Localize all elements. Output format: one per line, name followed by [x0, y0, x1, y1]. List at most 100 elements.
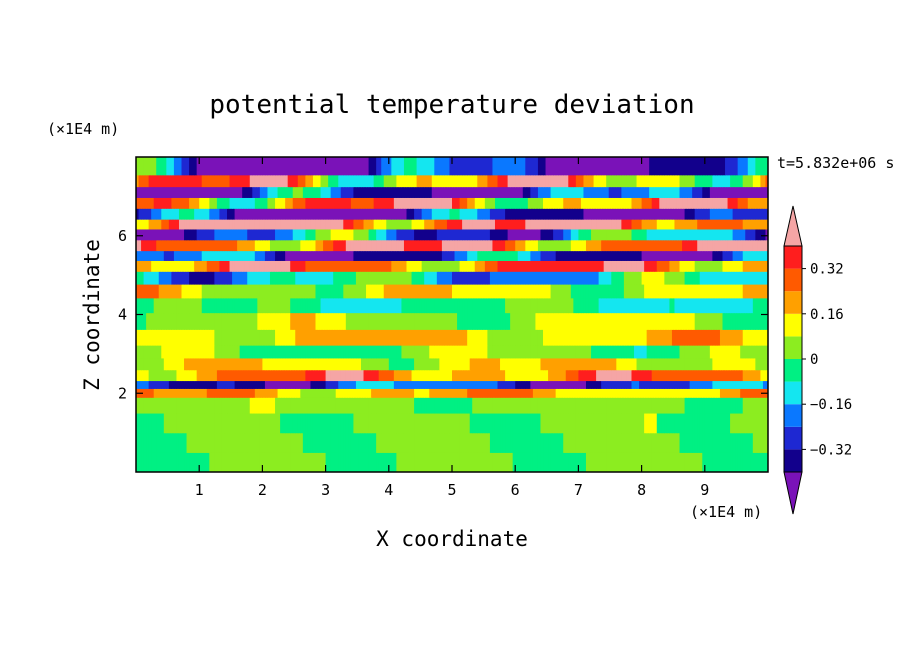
contour-cell: [176, 432, 180, 453]
contour-cell: [196, 412, 200, 434]
contour-cell: [436, 250, 440, 261]
contour-cell: [383, 397, 387, 414]
contour-cell: [358, 388, 362, 398]
contour-cell: [457, 452, 461, 472]
contour-cell: [323, 345, 327, 359]
contour-cell: [623, 271, 628, 285]
contour-cell: [424, 357, 428, 371]
contour-cell: [585, 250, 590, 261]
contour-cell: [434, 380, 438, 389]
contour-cell: [353, 260, 357, 272]
contour-cell: [532, 345, 537, 359]
contour-cell: [606, 239, 610, 252]
contour-cell: [239, 329, 243, 346]
contour-cell: [214, 219, 218, 230]
contour-cell: [598, 297, 602, 314]
contour-cell: [527, 219, 531, 230]
contour-cell: [621, 345, 625, 359]
contour-cell: [563, 432, 567, 453]
contour-cell: [141, 369, 145, 382]
contour-cell: [232, 329, 236, 346]
contour-cell: [674, 388, 678, 398]
contour-cell: [588, 345, 592, 359]
contour-cell: [449, 260, 453, 272]
contour-cell: [259, 329, 263, 346]
contour-cell: [505, 329, 509, 346]
contour-cell: [487, 297, 491, 314]
contour-cell: [522, 250, 526, 261]
contour-cell: [186, 329, 190, 346]
contour-cell: [765, 297, 768, 314]
contour-cell: [704, 432, 708, 453]
contour-cell: [462, 228, 466, 241]
contour-cell: [565, 369, 569, 382]
contour-cell: [578, 228, 582, 241]
contour-cell: [249, 312, 253, 330]
contour-cell: [525, 260, 529, 272]
contour-cell: [295, 271, 299, 285]
contour-cell: [639, 452, 643, 472]
contour-cell: [537, 228, 542, 241]
contour-cell: [305, 283, 309, 299]
contour-cell: [467, 312, 471, 330]
contour-cell: [355, 397, 360, 414]
contour-cell: [209, 297, 213, 314]
contour-cell: [335, 357, 339, 371]
contour-cell: [138, 357, 142, 371]
contour-cell: [300, 329, 304, 346]
contour-cell: [520, 432, 524, 453]
contour-cell: [553, 357, 557, 371]
contour-cell: [747, 312, 751, 330]
contour-cell: [517, 271, 521, 285]
contour-cell: [464, 388, 468, 398]
contour-cell: [345, 250, 349, 261]
contour-cell: [694, 297, 698, 314]
contour-cell: [325, 369, 329, 382]
contour-cell: [608, 219, 612, 230]
contour-cell: [694, 397, 698, 414]
contour-cell: [315, 260, 319, 272]
contour-cell: [752, 345, 756, 359]
contour-cell: [287, 397, 291, 414]
contour-cell: [709, 219, 713, 230]
contour-cell: [553, 250, 557, 261]
contour-cell: [500, 271, 504, 285]
contour-cell: [596, 260, 600, 272]
contour-cell: [585, 283, 590, 299]
contour-cell: [272, 239, 276, 252]
contour-cell: [292, 329, 296, 346]
contour-cell: [500, 297, 504, 314]
contour-cell: [467, 297, 471, 314]
contour-cell: [178, 345, 183, 359]
contour-cell: [457, 228, 461, 241]
contour-cell: [676, 397, 681, 414]
contour-cell: [747, 250, 751, 261]
contour-cell: [173, 432, 178, 453]
contour-cell: [671, 228, 676, 241]
contour-cell: [310, 260, 314, 272]
contour-cell: [176, 239, 180, 252]
contour-cell: [603, 397, 607, 414]
contour-cell: [702, 329, 706, 346]
contour-cell: [194, 219, 198, 230]
contour-cell: [340, 208, 344, 220]
contour-cell: [664, 297, 668, 314]
contour-cell: [727, 329, 731, 346]
contour-cell: [211, 297, 215, 314]
contour-cell: [199, 345, 203, 359]
contour-cell: [752, 388, 756, 398]
contour-cell: [244, 412, 248, 434]
contour-cell: [684, 397, 688, 414]
contour-cell: [517, 369, 521, 382]
contour-cell: [661, 345, 665, 359]
contour-cell: [272, 369, 276, 382]
contour-cell: [613, 388, 617, 398]
contour-cell: [555, 388, 559, 398]
contour-cell: [750, 412, 754, 434]
contour-cell: [702, 312, 706, 330]
contour-cell: [530, 250, 534, 261]
contour-cell: [719, 397, 724, 414]
contour-cell: [269, 452, 274, 472]
contour-cell: [750, 329, 754, 346]
contour-cell: [699, 260, 703, 272]
